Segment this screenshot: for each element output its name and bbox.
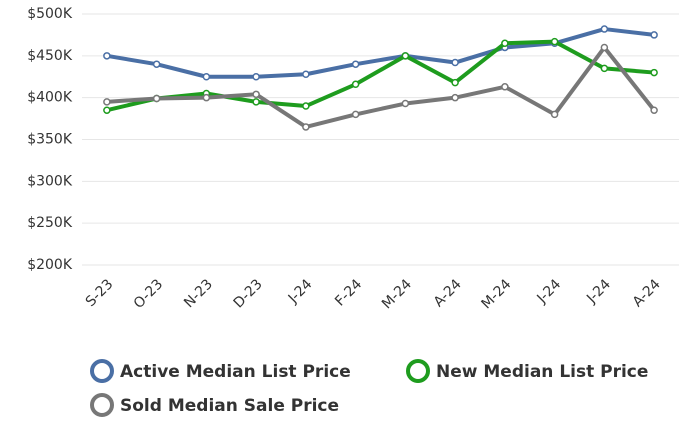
- x-tick-label: F-24: [332, 276, 365, 309]
- series-line: [106, 27, 655, 79]
- y-tick-label: $500K: [27, 6, 73, 22]
- point: [600, 64, 609, 73]
- series-line: [106, 45, 656, 129]
- x-tick-label: M-24: [479, 276, 515, 312]
- point: [650, 68, 658, 77]
- point: [103, 106, 111, 114]
- x-tick-label: J-24: [583, 276, 614, 307]
- x-tick-label: S-23: [83, 276, 117, 310]
- legend-label: Sold Median Sale Price: [120, 396, 339, 416]
- x-tick-label: A-24: [630, 276, 664, 310]
- point: [302, 102, 310, 110]
- point: [202, 73, 211, 81]
- point: [302, 123, 310, 131]
- legend-marker: [90, 393, 114, 417]
- x-tick-label: O-23: [131, 276, 167, 312]
- x-tick-label: J-24: [285, 276, 316, 307]
- legend-marker: [90, 359, 114, 383]
- point: [351, 110, 360, 119]
- x-tick-label: A-24: [431, 276, 465, 310]
- point: [401, 99, 410, 108]
- point: [550, 37, 559, 46]
- point: [550, 110, 559, 119]
- point: [252, 90, 260, 99]
- point: [152, 60, 161, 68]
- x-tick-label: J-24: [534, 276, 565, 307]
- point: [202, 93, 211, 102]
- y-tick-label: $450K: [27, 48, 73, 64]
- point: [451, 78, 459, 87]
- series-line: [106, 39, 655, 113]
- point: [252, 73, 260, 81]
- point: [351, 60, 360, 68]
- point: [600, 25, 609, 33]
- x-tick-label: D-23: [231, 276, 266, 311]
- x-tick-label: N-23: [181, 276, 216, 311]
- y-tick-label: $400K: [27, 90, 73, 106]
- y-tick-label: $200K: [27, 257, 73, 273]
- point: [451, 58, 459, 67]
- point: [103, 52, 111, 60]
- legend-label: Active Median List Price: [120, 362, 351, 382]
- point: [152, 94, 161, 103]
- legend-label: New Median List Price: [436, 362, 648, 382]
- point: [252, 98, 260, 106]
- point: [650, 31, 658, 39]
- y-tick-label: $250K: [27, 215, 73, 231]
- y-tick-label: $300K: [27, 173, 73, 189]
- point: [501, 83, 509, 91]
- point: [650, 106, 658, 114]
- point: [302, 70, 310, 78]
- point: [451, 93, 459, 102]
- point: [351, 80, 360, 89]
- point: [103, 98, 111, 106]
- x-tick-label: M-24: [379, 276, 415, 312]
- point: [600, 43, 609, 52]
- legend-marker: [406, 359, 430, 383]
- point: [501, 39, 509, 48]
- point: [401, 52, 410, 60]
- y-tick-label: $350K: [27, 132, 73, 148]
